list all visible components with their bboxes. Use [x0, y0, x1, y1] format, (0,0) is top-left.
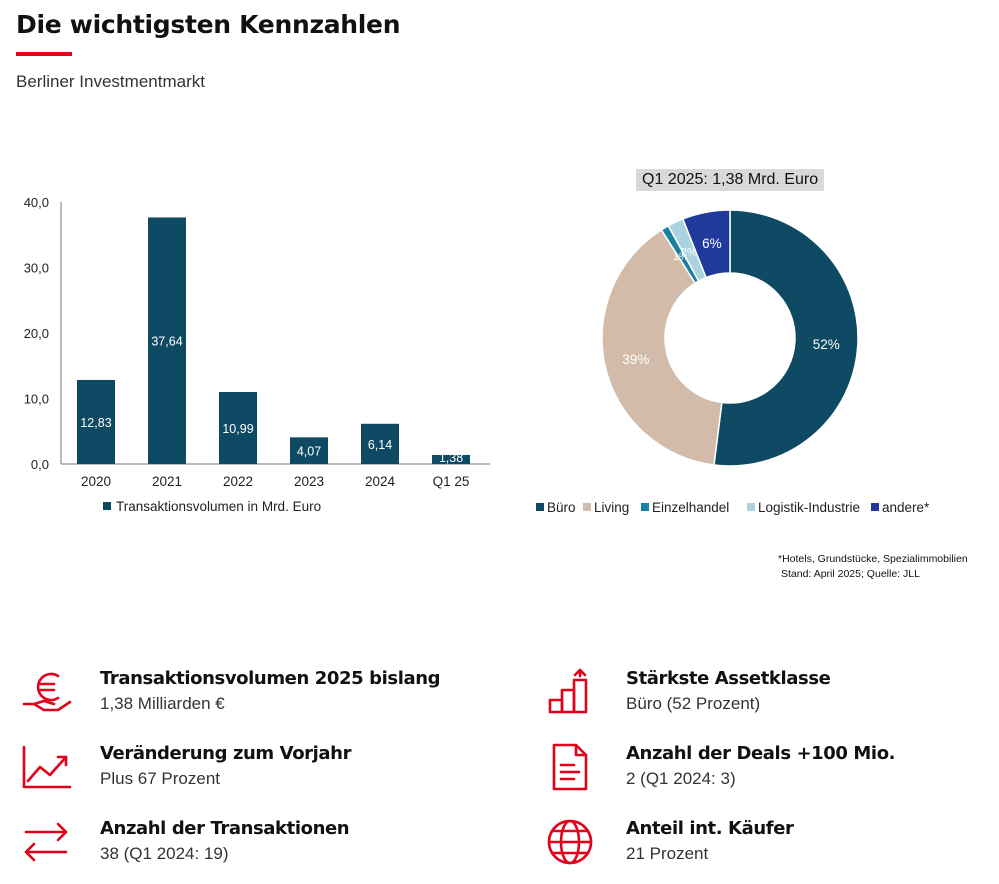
swap-arrows-icon — [24, 822, 68, 862]
kpi-value: 38 (Q1 2024: 19) — [100, 844, 229, 863]
y-tick-label: 10,0 — [24, 392, 49, 407]
footnote: *Hotels, Grundstücke, Spezialimmobilien … — [778, 552, 968, 582]
legend-swatch — [583, 503, 591, 511]
kpi-value: 2 (Q1 2024: 3) — [626, 769, 736, 788]
legend-label: Einzelhandel — [652, 500, 729, 515]
kpi-label: Transaktionsvolumen 2025 bislang — [100, 668, 441, 689]
donut-slice — [681, 209, 731, 279]
bar-data-label: 4,07 — [297, 445, 321, 459]
y-tick-label: 20,0 — [24, 326, 49, 341]
y-tick-label: 0,0 — [31, 457, 49, 472]
legend-label: Büro — [547, 500, 576, 515]
x-tick-label: 2023 — [294, 474, 324, 489]
bar — [77, 379, 115, 464]
legend-swatch — [747, 503, 755, 511]
kpi-value: Büro (52 Prozent) — [626, 694, 761, 713]
y-tick-label: 30,0 — [24, 261, 49, 276]
stairs-arrow-icon — [548, 668, 588, 714]
kpi-anzahl-transaktionen: Anzahl der Transaktionen 38 (Q1 2024: 19… — [20, 818, 350, 868]
page-subtitle: Berliner Investmentmarkt — [16, 72, 205, 91]
slice-data-label: 2% — [681, 247, 697, 259]
legend-swatch — [641, 503, 649, 511]
kpi-label: Veränderung zum Vorjahr — [100, 743, 352, 764]
legend-label: andere* — [882, 500, 930, 515]
donut-chart: 52%39%1%2%6%Büro Living Einzelhandel Logist… — [536, 209, 930, 515]
legend-swatch — [536, 503, 544, 511]
bar — [361, 423, 399, 464]
legend-label: Living — [594, 500, 629, 515]
euro-hand-icon — [22, 672, 72, 712]
bar-data-label: 6,14 — [368, 438, 392, 452]
bar — [219, 392, 257, 464]
kpi-label: Stärkste Assetklasse — [626, 668, 831, 689]
kpi-anteil-int-kaeufer: Anteil int. Käufer 21 Prozent — [546, 818, 794, 868]
kpi-value: 1,38 Milliarden € — [100, 694, 225, 713]
page-title: Die wichtigsten Kennzahlen — [16, 10, 401, 39]
kpi-label: Anteil int. Käufer — [626, 818, 794, 839]
slice-data-label: 52% — [813, 337, 840, 352]
globe-icon — [547, 819, 593, 865]
bar-data-label: 1,38 — [439, 451, 463, 465]
donut-slice — [713, 209, 859, 467]
x-tick-label: 2021 — [152, 474, 182, 489]
x-tick-label: 2020 — [81, 474, 111, 489]
donut-chart-title: Q1 2025: 1,38 Mrd. Euro — [636, 169, 825, 191]
kpi-deals-100-mio: Anzahl der Deals +100 Mio. 2 (Q1 2024: 3… — [546, 743, 896, 793]
slice-data-label: 6% — [702, 236, 722, 251]
kpi-value: Plus 67 Prozent — [100, 769, 221, 788]
kpi-value: 21 Prozent — [626, 844, 709, 863]
line-chart-icon — [22, 745, 72, 789]
bar-data-label: 37,64 — [151, 335, 182, 349]
legend-label: Logistik-Industrie — [758, 500, 860, 515]
x-tick-label: 2024 — [365, 474, 396, 489]
legend-swatch — [871, 503, 879, 511]
x-tick-label: 2022 — [223, 474, 253, 489]
kpi-label: Anzahl der Deals +100 Mio. — [626, 743, 896, 764]
footnote-line-2: Stand: April 2025; Quelle: JLL — [781, 568, 920, 580]
donut-slice — [601, 228, 723, 466]
bar-data-label: 12,83 — [80, 416, 111, 430]
title-accent-rule — [16, 52, 72, 56]
document-icon — [552, 743, 588, 791]
kpi-staerkste-assetklasse: Stärkste Assetklasse Büro (52 Prozent) — [546, 668, 831, 718]
bar — [290, 437, 328, 464]
bar-data-label: 10,99 — [222, 422, 253, 436]
footnote-line-1: *Hotels, Grundstücke, Spezialimmobilien — [778, 553, 968, 565]
y-tick-label: 40,0 — [24, 195, 49, 210]
bar — [148, 217, 186, 464]
bar — [432, 454, 470, 464]
kpi-veraenderung: Veränderung zum Vorjahr Plus 67 Prozent — [20, 743, 351, 793]
legend-label: Transaktionsvolumen in Mrd. Euro — [116, 499, 321, 514]
legend-swatch — [103, 502, 111, 510]
kpi-label: Anzahl der Transaktionen — [100, 818, 350, 839]
x-tick-label: Q1 25 — [433, 474, 470, 489]
slice-data-label: 39% — [622, 352, 649, 367]
bar-chart: 0,0 10,0 20,0 30,0 40,0 12,83 2020 37,64 2021 10,… — [24, 195, 490, 514]
kpi-transaktionsvolumen: Transaktionsvolumen 2025 bislang 1,38 Mi… — [20, 668, 441, 718]
